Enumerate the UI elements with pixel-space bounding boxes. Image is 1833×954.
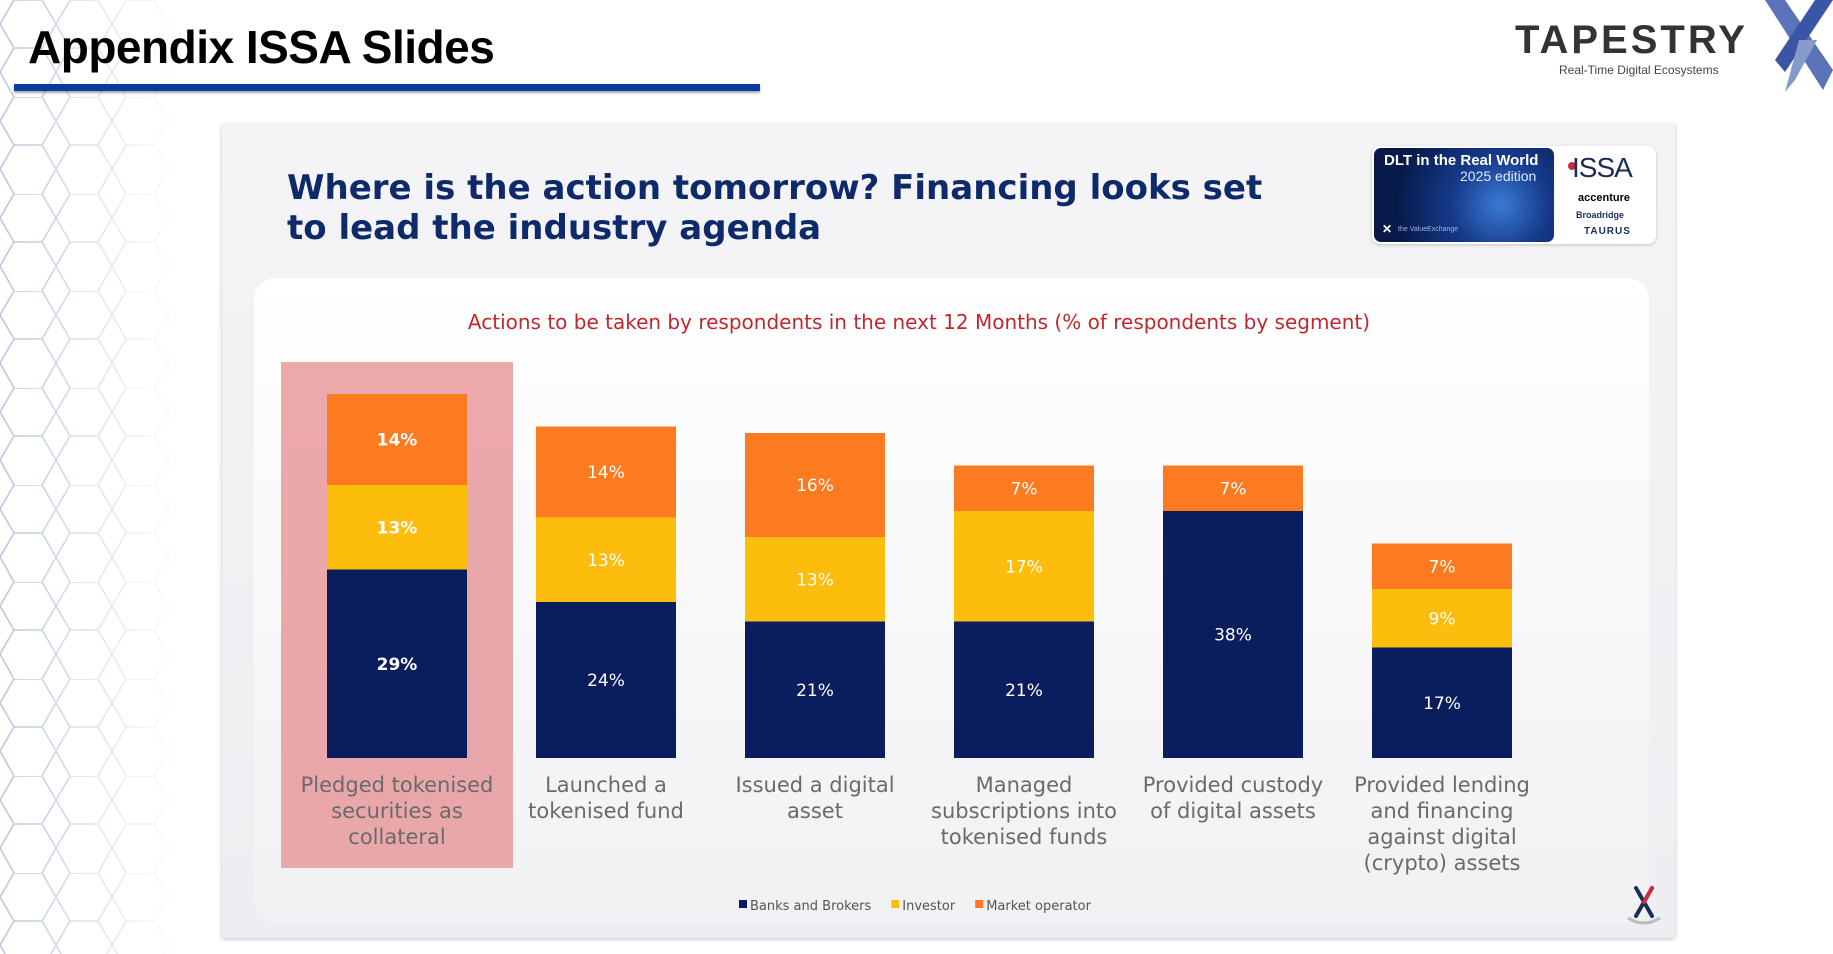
bar-segment	[954, 621, 1094, 758]
issa-dot-icon	[1568, 162, 1576, 170]
brand-x-icon	[1765, 0, 1833, 92]
hex-pattern-background	[0, 0, 180, 954]
bar-segment	[1163, 511, 1303, 758]
issa-logo: ISSA	[1572, 152, 1633, 183]
data-label: 7%	[1011, 479, 1038, 499]
bar-segment	[536, 426, 676, 518]
bar-segment	[1372, 647, 1512, 758]
data-label: 16%	[796, 476, 834, 496]
legend-swatch	[891, 900, 900, 908]
chart-card: Actions to be taken by respondents in th…	[254, 278, 1649, 924]
bar-segment	[745, 537, 885, 622]
slide: Where is the action tomorrow? Financing …	[222, 124, 1675, 938]
bar-segment	[745, 433, 885, 537]
category-label: subscriptions into	[931, 799, 1117, 823]
bar-segment	[536, 517, 676, 602]
legend-swatch	[975, 900, 984, 908]
legend-item: Market operator	[986, 899, 1091, 914]
data-label: 17%	[1423, 694, 1461, 714]
bar-segment	[1372, 589, 1512, 648]
category-label: of digital assets	[1150, 799, 1316, 823]
report-cover-image: DLT in the Real World 2025 edition ✕ the…	[1374, 148, 1554, 242]
brand-tagline: Real-Time Digital Ecosystems	[1559, 63, 1719, 77]
slide-headline: Where is the action tomorrow? Financing …	[287, 168, 1263, 248]
legend-item: Banks and Brokers	[750, 899, 871, 914]
data-label: 7%	[1220, 479, 1247, 499]
category-label: Launched a	[545, 773, 667, 797]
data-label: 29%	[377, 655, 418, 675]
category-label: (crypto) assets	[1364, 851, 1521, 875]
bar-segment	[327, 485, 467, 570]
data-label: 21%	[796, 681, 834, 701]
accenture-logo: accenture	[1578, 192, 1630, 204]
category-label: asset	[787, 799, 843, 823]
chart-title: Actions to be taken by respondents in th…	[467, 310, 1371, 334]
data-label: 14%	[587, 463, 625, 483]
bar-segment	[1372, 543, 1512, 589]
report-title: DLT in the Real World	[1384, 152, 1539, 169]
category-label: and financing	[1371, 799, 1514, 823]
title-underline	[14, 84, 760, 91]
brand-name: TAPESTRY	[1515, 18, 1748, 62]
legend-item: Investor	[902, 899, 956, 914]
category-label: collateral	[348, 825, 445, 849]
category-label: securities as	[331, 799, 463, 823]
corner-x-icon	[1627, 886, 1661, 925]
data-label: 38%	[1214, 626, 1252, 646]
bar-segment	[536, 602, 676, 758]
data-label: 13%	[796, 570, 834, 590]
category-label: Managed	[976, 773, 1073, 797]
report-source: the ValueExchange	[1398, 226, 1459, 233]
category-label: Provided lending	[1354, 773, 1530, 797]
data-label: 13%	[377, 518, 418, 538]
bar-segment	[327, 394, 467, 485]
data-label: 17%	[1005, 557, 1043, 577]
category-label: tokenised funds	[941, 825, 1108, 849]
data-label: 14%	[377, 431, 418, 451]
brand-logo: TAPESTRY Real-Time Digital Ecosystems	[1505, 0, 1833, 96]
category-label: Provided custody	[1143, 773, 1323, 797]
data-label: 24%	[587, 671, 625, 691]
page-title: Appendix ISSA Slides	[28, 21, 495, 73]
broadridge-logo: Broadridge	[1576, 210, 1625, 220]
data-label: 13%	[587, 551, 625, 571]
taurus-logo: TAURUS	[1584, 226, 1631, 237]
category-label: Issued a digital	[735, 773, 894, 797]
category-label: Pledged tokenised	[301, 773, 494, 797]
bar-segment	[745, 621, 885, 758]
data-label: 21%	[1005, 681, 1043, 701]
report-edition: 2025 edition	[1460, 168, 1537, 184]
legend-swatch	[739, 900, 747, 908]
data-label: 9%	[1429, 609, 1456, 629]
bar-segment	[954, 465, 1094, 511]
bar-segment	[1163, 465, 1303, 511]
report-badge: DLT in the Real World 2025 edition ✕ the…	[1372, 146, 1656, 244]
category-label: against digital	[1367, 825, 1516, 849]
valueexchange-x-icon: ✕	[1382, 222, 1393, 236]
category-label: tokenised fund	[528, 799, 684, 823]
bar-segment	[327, 569, 467, 758]
data-label: 7%	[1429, 557, 1456, 577]
bar-segment	[954, 511, 1094, 622]
